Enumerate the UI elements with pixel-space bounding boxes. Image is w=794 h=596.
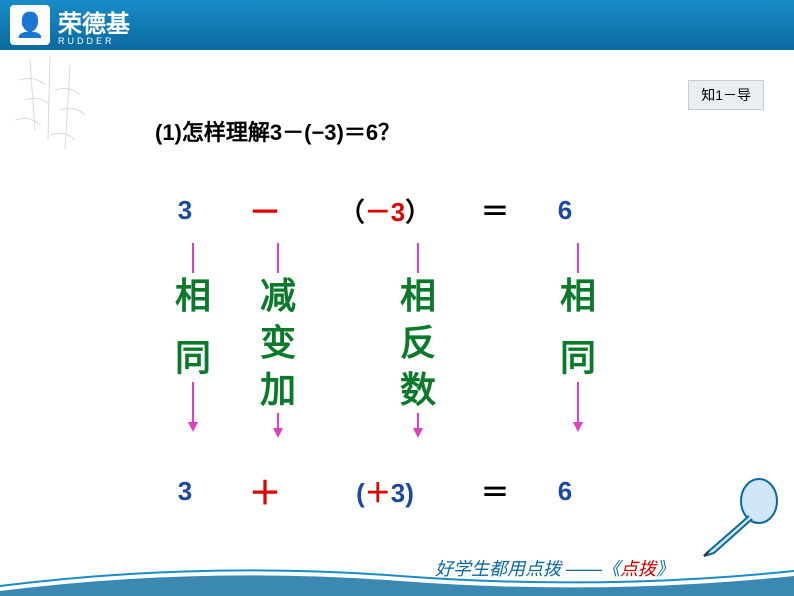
bottom-result: 6 [535,476,595,507]
arrow-col-1: 相 同 [175,243,211,432]
arrows-area: 相 同 减 变 加 相 反 数 [155,243,705,463]
top-equals: ＝ [455,190,535,230]
question-text: (1)怎样理解3－(−3)＝6？ [155,115,705,147]
bottom-operator: ＋ [215,468,315,514]
label-4-line1: 相 [560,273,596,320]
header-bar: 👤 荣德基 RUDDER [0,0,794,50]
label-4-line2: 同 [560,335,596,382]
bottom-equals: ＝ [455,471,535,511]
label-1-line1: 相 [175,273,211,320]
logo-icon: 👤 [10,5,50,45]
footer-prefix: 好学生都用点拨 ——《 [435,559,620,579]
equation-bottom: 3 ＋ (＋3) ＝ 6 [155,468,705,514]
footer-highlight: 点拨 [620,559,656,579]
label-2-line3: 加 [260,367,296,414]
section-tag: 知1－导 [688,80,764,110]
footer-suffix: 》 [656,559,674,579]
label-3-line2: 反 [400,320,436,367]
label-3-line1: 相 [400,273,436,320]
bottom-decoration [0,561,794,596]
equation-top: 3 － （－3） ＝ 6 [155,187,705,233]
label-2-line2: 变 [260,320,296,367]
bottom-paren-group: (＋3) [315,473,455,510]
label-3-line3: 数 [400,367,436,414]
pencil-icon [694,471,784,561]
bamboo-decoration [0,50,120,230]
label-1-line2: 同 [175,335,211,382]
label-2-line1: 减 [260,273,296,320]
brand-name: 荣德基 [58,4,130,39]
top-operator: － [215,187,315,233]
equation-area: 3 － （－3） ＝ 6 相 同 减 变 加 [155,187,705,514]
arrow-col-3: 相 反 数 [400,243,436,438]
top-left-operand: 3 [155,195,215,226]
logo: 👤 荣德基 RUDDER [10,4,130,46]
bottom-left-operand: 3 [155,476,215,507]
top-result: 6 [535,195,595,226]
top-paren-group: （－3） [315,192,455,229]
content-area: (1)怎样理解3－(−3)＝6？ 3 － （－3） ＝ 6 相 同 减 [155,115,705,514]
arrow-col-4: 相 同 [560,243,596,432]
arrow-col-2: 减 变 加 [260,243,296,438]
footer-text: 好学生都用点拨 ——《点拨》 [435,555,674,581]
